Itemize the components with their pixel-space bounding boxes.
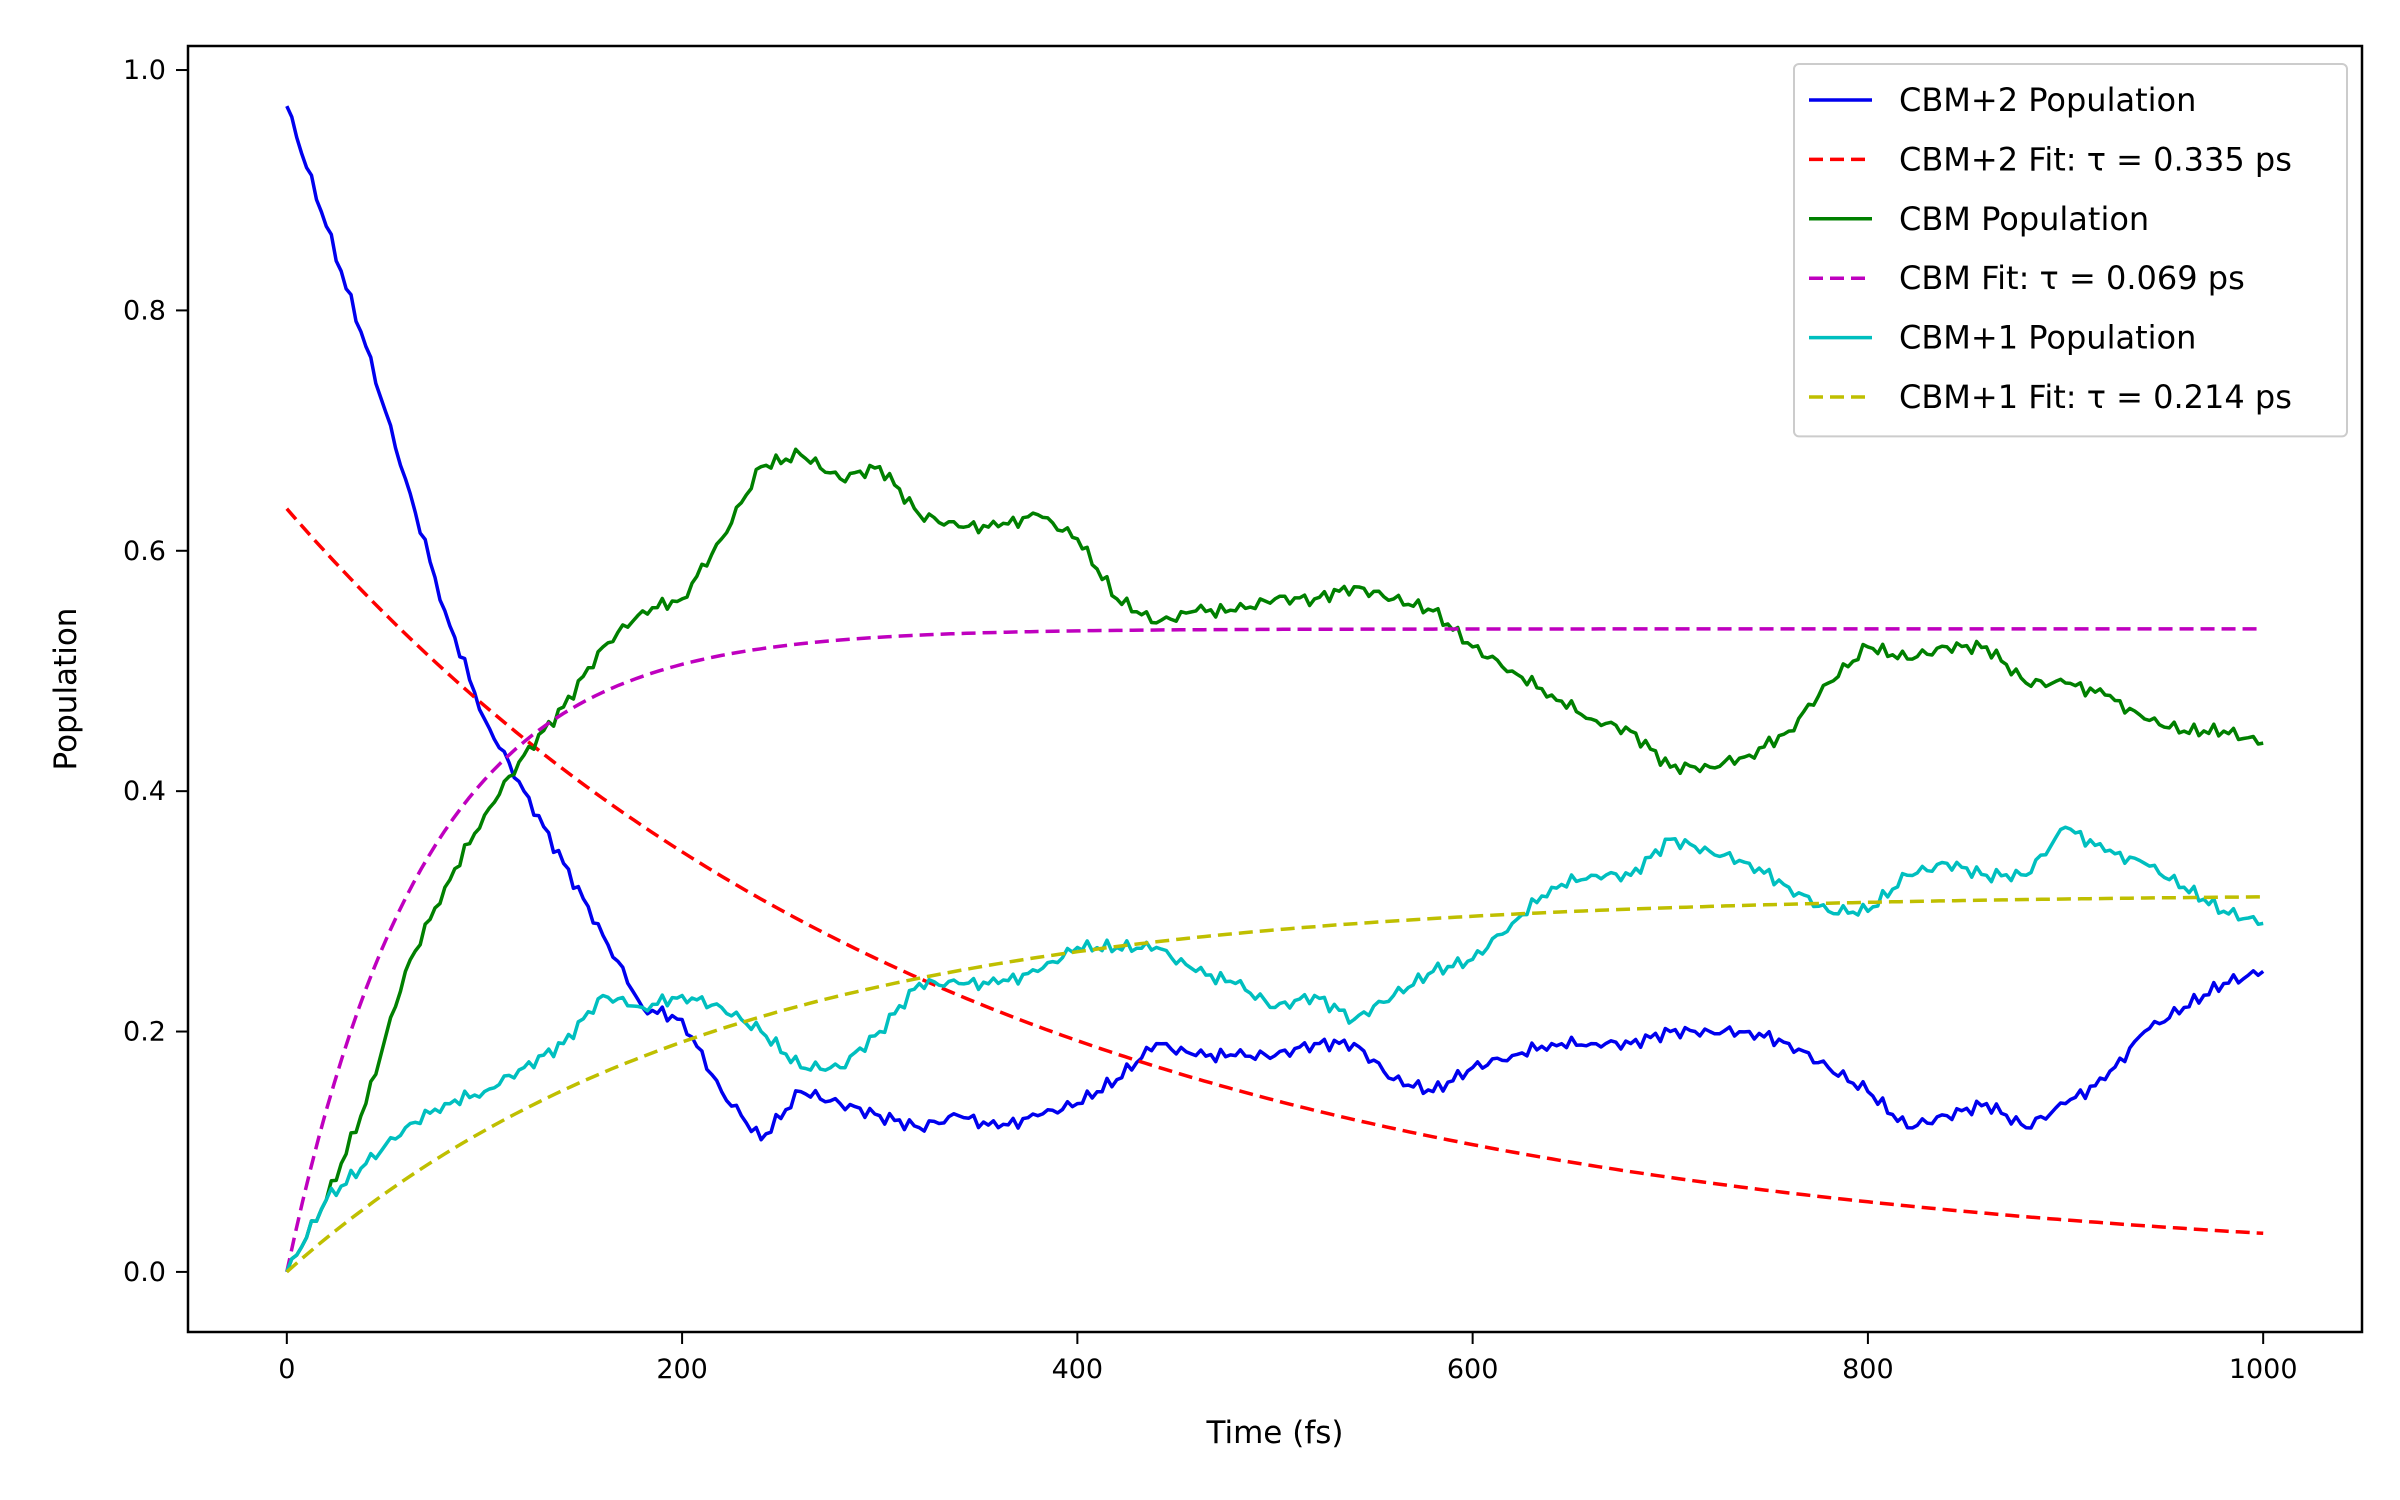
series-line-cbm-fit-0-069-ps xyxy=(285,627,2264,1273)
x-tick-label: 600 xyxy=(1447,1354,1499,1385)
legend-box xyxy=(1793,63,2348,438)
y-tick-label: 0.2 xyxy=(123,1017,166,1048)
y-tick-label: 0.0 xyxy=(123,1257,166,1288)
x-tick-label: 400 xyxy=(1052,1354,1104,1385)
x-tick-label: 0 xyxy=(278,1354,295,1385)
series-line-cbm-1-population xyxy=(285,825,2264,1273)
legend-label-cbm-2-fit-0-335-ps: CBM+2 Fit: τ = 0.335 ps xyxy=(1899,140,2292,178)
series-line-cbm-2-fit-0-335-ps xyxy=(285,507,2264,1236)
y-tick-label: 0.8 xyxy=(123,295,166,326)
legend-label-cbm-2-population: CBM+2 Population xyxy=(1899,81,2196,119)
legend-label-cbm-population: CBM Population xyxy=(1899,200,2149,238)
x-axis-label: Time (fs) xyxy=(1206,1415,1344,1451)
legend: CBM+2 Population CBM+2 Fit: τ = 0.335 ps C… xyxy=(1793,63,2348,438)
series-line-cbm-2-population xyxy=(285,105,2265,1142)
x-tick-label: 200 xyxy=(656,1354,708,1385)
x-tick-label: 1000 xyxy=(2229,1354,2298,1385)
plot-frame xyxy=(186,44,2364,1334)
series-line-cbm-1-fit-0-214-ps xyxy=(285,895,2264,1274)
y-tick-label: 1.0 xyxy=(123,55,166,86)
legend-label-cbm-1-fit-0-214-ps: CBM+1 Fit: τ = 0.214 ps xyxy=(1899,378,2292,416)
legend-label-cbm-1-population: CBM+1 Population xyxy=(1899,319,2196,357)
y-tick-label: 0.4 xyxy=(123,776,166,807)
x-tick-label: 800 xyxy=(1842,1354,1894,1385)
series-layer xyxy=(285,105,2265,1274)
y-tick-label: 0.6 xyxy=(123,536,166,567)
series-line-cbm-population xyxy=(285,447,2264,1273)
y-axis-label: Population xyxy=(48,608,84,771)
ticks-layer: 0 200 400 600 800 1000 0.0 0.2 0.4 0.6 0.8 1.0 xyxy=(123,55,2297,1385)
legend-label-cbm-fit-0-069-ps: CBM Fit: τ = 0.069 ps xyxy=(1899,259,2245,297)
